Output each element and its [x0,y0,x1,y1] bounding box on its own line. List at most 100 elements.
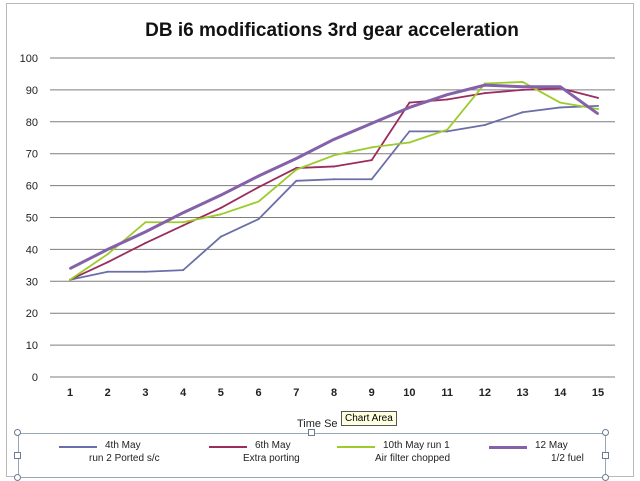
resize-handle-top-right[interactable] [602,429,609,436]
y-tick-label: 100 [20,53,38,65]
data-point-s2-8 [333,165,335,168]
y-tick-label: 0 [32,372,38,384]
resize-handle-right[interactable] [602,452,609,459]
data-point-s4-13 [521,85,524,88]
series-line-3[interactable] [69,81,599,281]
data-point-s1-7 [295,179,298,182]
data-point-s2-11 [446,98,449,101]
x-tick-label: 6 [256,387,262,399]
data-point-s1-3 [144,270,147,273]
legend-sublabel: run 2 Ported s/c [89,453,160,464]
x-tick-labels: 1 2 3 4 5 6 7 8 9 10 11 12 13 14 15 [67,387,604,399]
series-lines [69,80,599,281]
data-point-s2-2 [106,261,109,264]
y-tick-label: 30 [26,276,38,288]
legend-label: 6th May [255,440,291,451]
data-point-s4-10 [408,106,411,109]
data-point-s3-8 [333,154,335,157]
data-point-s1-5 [219,235,222,238]
y-tick-label: 10 [26,340,38,352]
y-tick-label: 60 [26,181,38,193]
y-tick-label: 80 [26,117,38,129]
data-point-s2-3 [144,242,147,245]
x-tick-label: 8 [331,387,337,399]
data-point-s3-5 [219,213,222,216]
data-point-s2-12 [483,92,486,95]
x-tick-label: 9 [369,387,375,399]
resize-handle-left[interactable] [14,452,21,459]
legend-sublabel: Extra porting [243,453,300,464]
y-tick-label: 40 [26,244,38,256]
y-tick-label: 20 [26,308,38,320]
y-tick-labels: 0 10 20 30 40 50 60 70 80 90 100 [20,53,38,384]
data-point-s3-2 [106,253,109,256]
x-tick-label: 7 [293,387,299,399]
y-tick-label: 50 [26,213,38,225]
data-point-s1-13 [521,111,524,114]
data-point-s3-9 [370,146,373,149]
data-point-s2-4 [182,224,185,227]
chart-area[interactable] [6,3,634,477]
resize-handle-top-left[interactable] [14,429,21,436]
data-point-s3-13 [521,80,524,83]
legend-swatch-2 [209,446,247,448]
legend-swatch-3 [337,446,375,448]
x-tick-label: 10 [403,387,415,399]
legend-label: 10th May run 1 [383,440,450,451]
chart-title: DB i6 modifications 3rd gear acceleratio… [145,20,519,41]
legend-label: 4th May [105,440,141,451]
data-point-s4-14 [559,85,562,88]
legend-swatch-4 [489,446,527,449]
data-point-s3-3 [144,221,147,224]
data-point-s4-7 [295,157,298,160]
resize-handle-top[interactable] [308,429,315,436]
legend[interactable]: 4th May run 2 Ported s/c 6th May Extra p… [18,433,606,478]
chart-area-tooltip: Chart Area [341,411,397,426]
data-point-s2-9 [370,159,373,162]
series-line-1[interactable] [69,104,599,281]
legend-swatch-1 [59,446,97,448]
data-point-s1-12 [483,123,486,126]
data-point-s4-3 [144,230,147,233]
data-point-s2-5 [219,206,222,209]
x-tick-label: 15 [592,387,604,399]
data-point-s2-6 [257,186,260,189]
data-point-s3-14 [559,101,562,104]
data-point-s4-15 [597,112,599,115]
series-line-2[interactable] [69,87,599,281]
data-point-s3-1 [69,278,71,281]
data-point-s4-1 [69,267,71,270]
data-point-s3-6 [257,200,260,203]
x-tick-label: 5 [218,387,224,399]
data-point-s4-2 [106,248,109,251]
x-tick-label: 1 [67,387,73,399]
data-point-s2-13 [521,88,524,91]
x-tick-label: 4 [180,387,187,399]
x-tick-label: 11 [441,387,453,399]
data-point-s1-10 [408,130,411,133]
data-point-s4-8 [333,138,335,141]
gridlines [50,57,615,378]
data-point-s2-10 [408,101,411,104]
x-tick-label: 3 [142,387,148,399]
data-point-s1-14 [559,106,562,109]
data-point-s2-15 [597,96,599,99]
legend-sublabel: Air filter chopped [375,453,451,464]
data-point-s4-4 [182,211,185,214]
data-point-s3-4 [182,221,185,224]
x-tick-label: 12 [479,387,491,399]
data-point-s4-12 [483,84,486,87]
data-point-s1-2 [106,270,109,273]
data-point-s4-5 [219,194,222,197]
data-point-s1-4 [182,269,185,272]
data-point-s1-6 [257,218,260,221]
data-point-s3-10 [408,141,411,144]
y-tick-label: 90 [26,85,38,97]
x-tick-label: 13 [516,387,528,399]
x-axis-label: Time Se [297,418,338,430]
data-point-s4-6 [257,175,260,178]
legend-label: 12 May [535,440,568,451]
y-tick-label: 70 [26,149,38,161]
data-point-s3-11 [446,128,449,131]
